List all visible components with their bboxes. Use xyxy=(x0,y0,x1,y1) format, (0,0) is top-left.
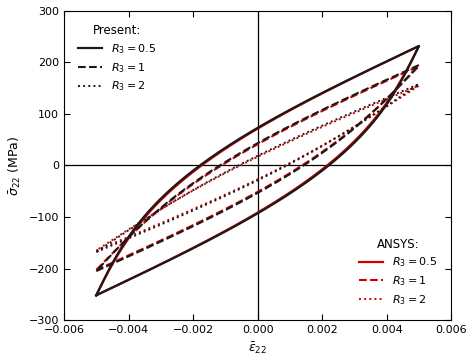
X-axis label: $\bar{\epsilon}_{22}$: $\bar{\epsilon}_{22}$ xyxy=(248,340,267,356)
Y-axis label: $\bar{\sigma}_{22}$ (MPa): $\bar{\sigma}_{22}$ (MPa) xyxy=(7,135,23,196)
Legend: $R_3 = 0.5$, $R_3 = 1$, $R_3 = 2$: $R_3 = 0.5$, $R_3 = 1$, $R_3 = 2$ xyxy=(355,233,442,311)
